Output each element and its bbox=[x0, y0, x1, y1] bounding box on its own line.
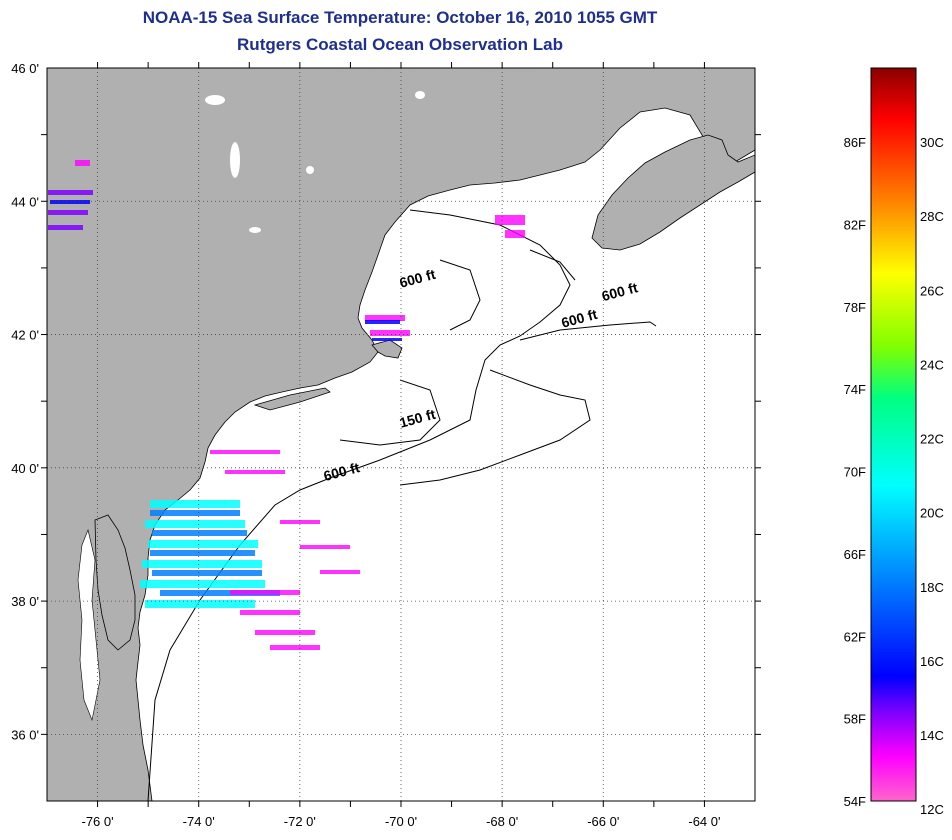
colorbar-c-label: 14C bbox=[920, 728, 944, 743]
colorbar-f-label: 62F bbox=[844, 629, 866, 644]
y-tick-label: 36 0' bbox=[11, 727, 39, 742]
y-tick-label: 38 0' bbox=[11, 594, 39, 609]
colorbar-c-label: 26C bbox=[920, 283, 944, 298]
x-tick-label: -74 0' bbox=[183, 814, 215, 829]
colorbar-f-label: 58F bbox=[844, 712, 866, 727]
lake bbox=[230, 142, 240, 178]
x-tick-label: -64 0' bbox=[688, 814, 720, 829]
y-tick-label: 46 0' bbox=[11, 61, 39, 76]
colorbar-f-label: 78F bbox=[844, 300, 866, 315]
colorbar-f-label: 66F bbox=[844, 547, 866, 562]
colorbar-c-label: 16C bbox=[920, 654, 944, 669]
colorbar-c-label: 22C bbox=[920, 432, 944, 447]
colorbar-c-label: 18C bbox=[920, 580, 944, 595]
lake bbox=[205, 95, 225, 105]
colorbar-f-label: 74F bbox=[844, 382, 866, 397]
lake bbox=[415, 91, 425, 99]
colorbar-c-label: 20C bbox=[920, 506, 944, 521]
land-long-island bbox=[253, 387, 331, 411]
x-tick-label: -66 0' bbox=[587, 814, 619, 829]
x-tick-label: -68 0' bbox=[486, 814, 518, 829]
y-tick-label: 40 0' bbox=[11, 461, 39, 476]
lake bbox=[306, 166, 314, 174]
lake bbox=[249, 227, 261, 233]
colorbar-f-label: 54F bbox=[844, 794, 866, 809]
y-tick-label: 42 0' bbox=[11, 328, 39, 343]
x-tick-label: -70 0' bbox=[385, 814, 417, 829]
colorbar-c-label: 30C bbox=[920, 135, 944, 150]
colorbar-f-label: 70F bbox=[844, 465, 866, 480]
x-tick-label: -76 0' bbox=[82, 814, 114, 829]
land-delmarva bbox=[94, 514, 136, 651]
map-title: NOAA-15 Sea Surface Temperature: October… bbox=[142, 8, 658, 27]
colorbar-c-label: 12C bbox=[920, 802, 944, 817]
colorbar-f-label: 82F bbox=[844, 217, 866, 232]
map-subtitle: Rutgers Coastal Ocean Observation Lab bbox=[237, 35, 563, 54]
y-tick-label: 44 0' bbox=[11, 194, 39, 209]
x-tick-label: -72 0' bbox=[284, 814, 316, 829]
colorbar-c-label: 24C bbox=[920, 357, 944, 372]
land-nova-scotia bbox=[591, 134, 755, 251]
colorbar-c-label: 28C bbox=[920, 209, 944, 224]
colorbar-f-label: 86F bbox=[844, 135, 866, 150]
sst-data-swaths bbox=[48, 160, 525, 650]
land-mainland bbox=[47, 68, 755, 801]
chesapeake-bay bbox=[77, 529, 101, 722]
colorbar bbox=[870, 67, 917, 802]
